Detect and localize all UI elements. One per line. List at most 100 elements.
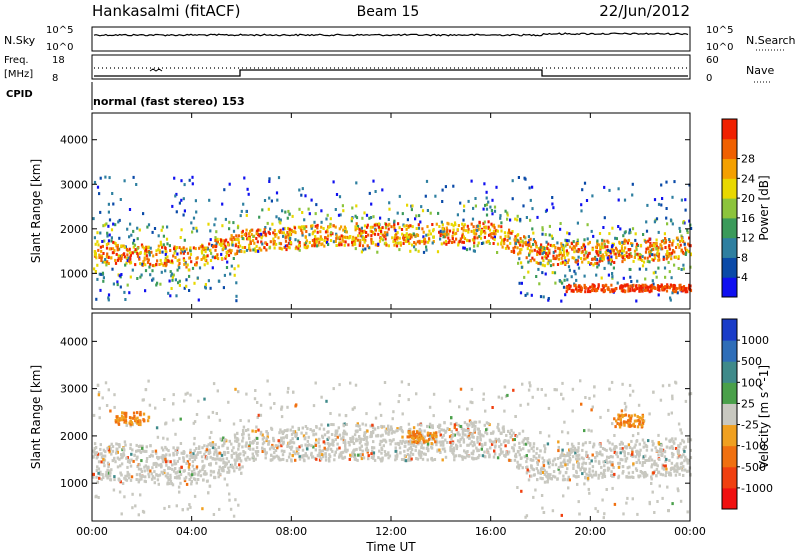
velocity-echo-cell bbox=[235, 454, 239, 458]
velocity-echo-cell bbox=[273, 402, 276, 405]
velocity-echo-cell bbox=[166, 472, 169, 476]
velocity-echo-cell bbox=[684, 445, 687, 449]
velocity-echo-cell bbox=[594, 459, 597, 463]
power-echo-cell bbox=[320, 225, 323, 229]
velocity-echo-cell bbox=[457, 423, 461, 427]
velocity-echo-cell bbox=[97, 467, 101, 471]
power-echo-cell bbox=[480, 229, 484, 232]
velocity-echo-cell bbox=[498, 453, 501, 457]
power-echo-cell bbox=[474, 232, 477, 236]
velocity-echo-cell bbox=[225, 462, 228, 466]
velocity-echo-cell bbox=[305, 454, 309, 458]
velocity-echo-cell bbox=[544, 393, 547, 397]
velocity-echo-cell bbox=[613, 434, 616, 437]
velocity-echo-cell bbox=[450, 430, 453, 433]
velocity-echo-cell bbox=[402, 457, 406, 461]
power-echo-cell bbox=[237, 234, 240, 238]
velocity-echo-cell bbox=[582, 457, 585, 461]
power-echo-cell bbox=[583, 253, 586, 257]
velocity-echo-cell bbox=[239, 452, 242, 456]
velocity-echo-cell bbox=[625, 475, 628, 479]
power-echo-cell bbox=[593, 257, 596, 261]
velocity-echo-cell bbox=[227, 470, 231, 474]
velocity-echo-cell bbox=[587, 487, 590, 491]
velocity-echo-cell bbox=[561, 430, 564, 434]
velocity-echo-cell bbox=[441, 435, 444, 439]
velocity-echo-cell bbox=[639, 474, 642, 478]
power-echo-cell bbox=[671, 195, 674, 199]
velocity-echo-cell bbox=[219, 452, 223, 456]
power-echo-cell bbox=[622, 256, 625, 260]
velocity-echo-cell bbox=[99, 452, 102, 456]
power-echo-cell bbox=[544, 272, 547, 276]
power-echo-cell bbox=[195, 257, 198, 261]
velocity-echo-cell bbox=[242, 450, 245, 453]
velocity-echo-cell bbox=[409, 445, 413, 449]
power-echo-cell bbox=[664, 240, 667, 244]
power-echo-cell bbox=[570, 289, 573, 293]
power-echo-cell bbox=[147, 245, 150, 249]
power-echo-cell bbox=[596, 242, 599, 246]
power-echo-cell bbox=[282, 234, 285, 238]
power-echo-cell bbox=[234, 252, 237, 256]
velocity-echo-cell bbox=[500, 451, 503, 455]
velocity-echo-cell bbox=[595, 454, 599, 458]
power-echo-cell bbox=[470, 179, 473, 183]
power-echo-cell bbox=[623, 253, 626, 257]
velocity-echo-cell bbox=[353, 406, 356, 410]
velocity-echo-cell bbox=[306, 447, 309, 451]
power-echo-cell bbox=[519, 291, 523, 295]
velocity-echo-cell bbox=[580, 402, 583, 406]
power-echo-cell bbox=[172, 254, 175, 258]
velocity-echo-cell bbox=[576, 450, 579, 454]
velocity-echo-cell bbox=[628, 446, 632, 449]
power-echo-cell bbox=[516, 238, 519, 242]
power-echo-cell bbox=[573, 282, 576, 286]
velocity-echo-cell bbox=[529, 384, 532, 388]
velocity-echo-cell bbox=[606, 461, 609, 465]
velocity-echo-cell bbox=[466, 425, 470, 429]
velocity-echo-cell bbox=[509, 459, 513, 462]
velocity-echo-cell bbox=[199, 469, 202, 473]
power-echo-cell bbox=[606, 245, 609, 249]
power-echo-cell bbox=[222, 286, 225, 290]
velocity-echo-cell bbox=[175, 475, 179, 479]
velocity-echo-cell bbox=[203, 470, 207, 474]
velocity-echo-cell bbox=[231, 449, 234, 453]
power-echo-cell bbox=[99, 176, 102, 180]
power-echo-cell bbox=[600, 276, 603, 280]
power-echo-cell bbox=[359, 241, 362, 245]
velocity-echo-cell bbox=[622, 512, 625, 516]
velocity-echo-cell bbox=[406, 453, 410, 456]
power-echo-cell bbox=[142, 260, 145, 264]
velocity-echo-cell bbox=[420, 443, 423, 447]
velocity-echo-cell bbox=[145, 449, 148, 453]
power-echo-cell bbox=[426, 225, 429, 229]
velocity-echo-cell bbox=[671, 455, 674, 459]
power-echo-cell bbox=[237, 238, 240, 242]
power-echo-cell bbox=[374, 190, 377, 193]
power-echo-cell bbox=[190, 221, 193, 225]
power-echo-cell bbox=[164, 247, 167, 250]
velocity-echo-cell bbox=[328, 459, 331, 463]
velocity-echo-cell bbox=[110, 468, 113, 472]
velocity-echo-cell bbox=[586, 476, 590, 480]
power-echo-cell bbox=[329, 222, 332, 226]
power-echo-cell bbox=[252, 235, 255, 238]
power-echo-cell bbox=[150, 250, 153, 254]
velocity-echo-cell bbox=[318, 444, 321, 448]
velocity-echo-cell bbox=[444, 430, 447, 434]
velocity-echo-cell bbox=[473, 420, 476, 424]
power-echo-cell bbox=[98, 192, 101, 196]
velocity-echo-cell bbox=[334, 434, 337, 437]
velocity-echo-cell bbox=[453, 426, 456, 430]
power-echo-cell bbox=[500, 225, 503, 229]
velocity-echo-cell bbox=[574, 451, 577, 455]
power-echo-cell bbox=[145, 245, 148, 249]
velocity-echo-cell bbox=[244, 457, 247, 461]
velocity-echo-cell bbox=[545, 470, 548, 474]
velocity-echo-cell bbox=[290, 447, 293, 451]
velocity-echo-cell bbox=[459, 425, 462, 428]
power-echo-cell bbox=[371, 241, 374, 245]
power-echo-cell bbox=[633, 256, 636, 259]
